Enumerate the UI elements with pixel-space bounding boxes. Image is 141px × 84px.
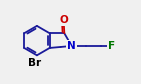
Text: N: N bbox=[67, 41, 76, 51]
Text: Br: Br bbox=[27, 58, 41, 68]
Text: O: O bbox=[59, 15, 68, 25]
Text: F: F bbox=[108, 41, 115, 51]
